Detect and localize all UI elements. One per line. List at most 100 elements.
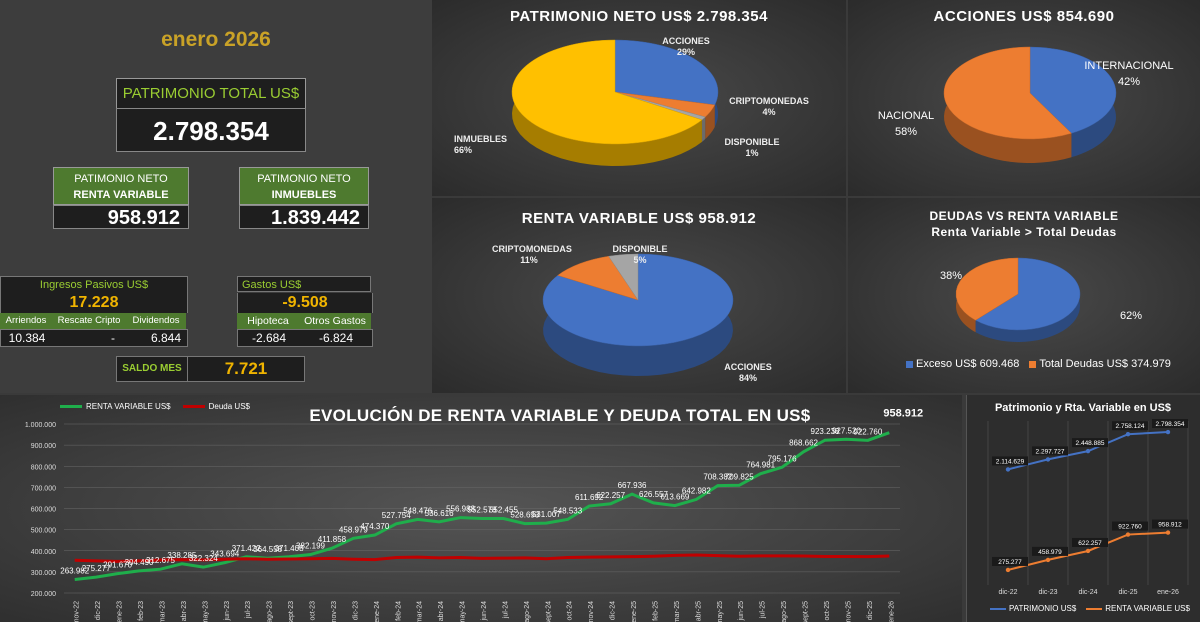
pie1-side-2 xyxy=(701,117,706,142)
small-labelbg-1-0 xyxy=(992,556,1028,566)
evo-xtick-18: may-24 xyxy=(460,601,467,622)
saldo-value: 7.721 xyxy=(187,356,305,382)
pie1-label-acciones-name: ACCIONES xyxy=(662,36,710,46)
pie2-svg xyxy=(943,46,1117,163)
evo-xtick-33: ago-25 xyxy=(781,601,788,622)
evo-label-18: 556.988 xyxy=(446,505,475,514)
small-point-1-4 xyxy=(1165,530,1171,535)
evo-ytick-7: 900.000 xyxy=(31,443,56,450)
pie2-slice-1 xyxy=(943,46,1072,140)
evo-ytick-3: 500.000 xyxy=(31,528,56,535)
legend-patrimonio-text: PATRIMONIO US$ xyxy=(1009,604,1077,613)
small-labelbg-0-2 xyxy=(1072,438,1108,448)
evo-series-0 xyxy=(74,431,890,581)
small-label-0-3: 2.758.124 xyxy=(1116,423,1145,430)
saldo-label: SALDO MES xyxy=(116,356,188,382)
evo-label-6: 322.324 xyxy=(189,554,218,563)
pie2-label-nacional-pct: 58% xyxy=(894,126,918,138)
evo-xtick-10: sept-23 xyxy=(288,601,295,622)
pie3-label-acciones: ACCIONES 84% xyxy=(718,362,778,384)
inm-label-line1: PATIMONIO NETO xyxy=(257,173,351,185)
evo-label-27: 626.557 xyxy=(639,490,668,499)
pie3-slice-2 xyxy=(608,253,639,301)
evo-label-30: 708.382 xyxy=(703,473,732,482)
small-xtick-2: dic-24 xyxy=(1078,589,1097,596)
evo-label-17: 536.616 xyxy=(425,509,454,518)
evo-xtick-21: ago-24 xyxy=(524,601,531,622)
evo-ytick-2: 400.000 xyxy=(31,549,56,556)
evo-xtick-36: nov-25 xyxy=(845,601,852,622)
ingresos-val-dividendos: 6.844 xyxy=(150,331,181,345)
ingresos-val-rescate: - xyxy=(111,331,115,345)
evo-label-7: 343.694 xyxy=(210,550,239,559)
legend-rv: RENTA VARIABLE US$ xyxy=(60,402,171,411)
evo-label-23: 548.533 xyxy=(553,506,582,515)
legend-line-red xyxy=(182,405,205,408)
ingresos-col-arriendos: Arriendos xyxy=(5,315,47,326)
evo-label-8: 371.422 xyxy=(232,544,261,553)
evo-xtick-14: ene-24 xyxy=(374,601,381,622)
evo-label-14: 474.370 xyxy=(360,522,389,531)
evo-label-12: 411.858 xyxy=(318,535,347,544)
evo-xtick-11: oct-23 xyxy=(310,601,317,621)
small-label-0-2: 2.448.885 xyxy=(1076,440,1105,447)
evo-label-9: 364.558 xyxy=(253,545,282,554)
evo-label-10: 371.408 xyxy=(275,544,304,553)
small-point-1-1 xyxy=(1045,557,1051,563)
pie1-label-disponible-pct: 1% xyxy=(745,148,759,158)
evo-ytick-4: 600.000 xyxy=(31,507,56,514)
legend-rv-small: RENTA VARIABLE US$ xyxy=(1086,604,1190,613)
gastos-label: Gastos US$ xyxy=(237,276,371,292)
evo-ytick-6: 800.000 xyxy=(31,464,56,471)
evo-xtick-31: jun-25 xyxy=(738,601,745,622)
pie1-label-acciones: ACCIONES 29% xyxy=(656,36,716,58)
small-xtick-1: dic-23 xyxy=(1038,589,1057,596)
rv-label-line2: RENTA VARIABLE xyxy=(73,189,169,201)
rv-label: PATIMONIO NETO RENTA VARIABLE xyxy=(53,167,189,205)
evo-label-32: 764.981 xyxy=(746,461,775,470)
pie4-title: DEUDAS VS RENTA VARIABLE Renta Variable >… xyxy=(848,208,1200,240)
pie2-label-internacional-pct: 42% xyxy=(1117,76,1141,88)
evo-xtick-23: oct-24 xyxy=(567,601,574,621)
evo-xtick-4: mar-23 xyxy=(159,601,166,622)
evo-xtick-24: nov-24 xyxy=(588,601,595,622)
small-label-1-3: 922.760 xyxy=(1118,524,1142,531)
pie4-label-deudas: 38% xyxy=(940,270,963,282)
small-labelbg-1-3 xyxy=(1112,521,1148,531)
pie4-subtitle: Renta Variable > Total Deudas xyxy=(931,225,1117,239)
evo-label-21: 528.693 xyxy=(510,511,539,520)
rv-value: 958.912 xyxy=(53,205,189,229)
small-labelbg-0-0 xyxy=(992,456,1028,466)
gastos-value: -9.508 xyxy=(237,293,373,313)
pie2-label-nacional: NACIONAL 58% xyxy=(876,108,936,140)
small-labelbg-1-4 xyxy=(1152,519,1188,529)
pie4-svg xyxy=(955,257,1081,342)
legend-swatch-blue xyxy=(906,360,913,368)
pie1-label-cripto: CRIPTOMONEDAS 4% xyxy=(726,96,812,118)
pie3-label-cripto-pct: 11% xyxy=(520,255,538,265)
pie3-svg xyxy=(542,253,734,376)
evo-label-38: 958.912 xyxy=(883,408,923,420)
small-point-0-1 xyxy=(1045,457,1051,462)
pie3-slice-1 xyxy=(557,255,639,301)
pie4-label-exceso: 62% xyxy=(1120,310,1143,322)
small-label-1-4: 958.912 xyxy=(1158,522,1182,529)
inm-label-line2: INMUEBLES xyxy=(271,189,337,201)
evo-xtick-8: jul-23 xyxy=(245,601,252,619)
evo-xtick-5: abr-23 xyxy=(181,601,188,621)
pie3-label-disponible-name: DISPONIBLE xyxy=(612,244,668,254)
evo-xtick-30: may-25 xyxy=(717,601,724,622)
pie3-label-acciones-pct: 84% xyxy=(738,373,757,383)
small-labelbg-0-3 xyxy=(1112,421,1148,431)
inm-value: 1.839.442 xyxy=(239,205,369,229)
small-point-0-0 xyxy=(1005,467,1011,472)
small-labelbg-0-1 xyxy=(1032,446,1068,456)
evo-series-1 xyxy=(74,553,890,563)
legend-swatch-orange xyxy=(1029,360,1037,368)
evo-xtick-6: may-23 xyxy=(202,601,209,622)
evo-xtick-28: mar-25 xyxy=(674,601,681,622)
evo-xtick-25: dic-24 xyxy=(610,601,617,620)
pie4-slice-0 xyxy=(975,257,1081,331)
legend-deuda-text: Deuda US$ xyxy=(208,402,250,411)
legend-rv-text: RENTA VARIABLE US$ xyxy=(86,402,171,411)
